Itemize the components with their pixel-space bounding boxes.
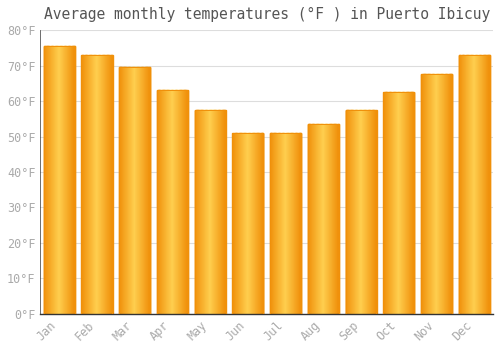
Bar (232, 133, 264, 314)
Bar (157, 90, 188, 314)
Title: Average monthly temperatures (°F ) in Puerto Ibicuy: Average monthly temperatures (°F ) in Pu… (44, 7, 490, 22)
Bar (384, 92, 414, 314)
Bar (346, 110, 376, 314)
Bar (82, 55, 112, 314)
Bar (421, 75, 452, 314)
Bar (270, 133, 301, 314)
Bar (194, 110, 226, 314)
Bar (308, 124, 338, 314)
Bar (119, 67, 150, 314)
Bar (44, 46, 74, 314)
Bar (458, 55, 490, 314)
